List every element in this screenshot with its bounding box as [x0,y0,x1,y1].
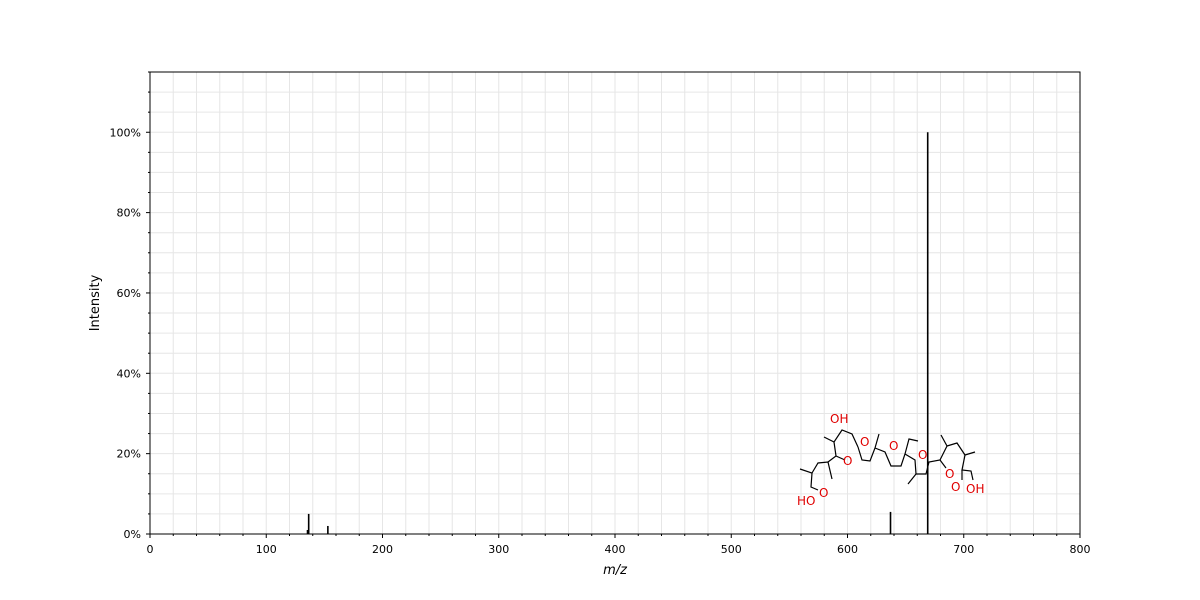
x-tick-label: 600 [837,543,858,556]
y-axis-ticks: 0% 20% 40% 60% 80% 100% [110,71,150,541]
x-tick-label: 400 [605,543,626,556]
molecule-atom-labels: OH O O O O HO O O O OH [797,412,984,508]
atom-label: O [843,454,852,468]
atom-label: O [860,435,869,449]
y-tick-label: 100% [110,126,141,139]
atom-label: O [951,480,960,494]
atom-label: O [819,486,828,500]
atom-label: OH [966,482,984,496]
x-tick-label: 200 [372,543,393,556]
atom-label: O [945,467,954,481]
x-tick-label: 500 [721,543,742,556]
x-tick-label: 0 [147,543,154,556]
atom-label: HO [797,494,815,508]
atom-label: OH [830,412,848,426]
grid [150,72,1080,534]
y-tick-label: 0% [124,528,141,541]
x-tick-label: 800 [1070,543,1091,556]
y-tick-label: 20% [117,448,141,461]
atom-label: O [889,439,898,453]
y-tick-label: 80% [117,207,141,220]
x-tick-label: 700 [953,543,974,556]
y-tick-label: 40% [117,367,141,380]
x-tick-label: 300 [488,543,509,556]
molecule-structure-icon [799,429,976,491]
y-tick-label: 60% [117,287,141,300]
atom-label: O [918,448,927,462]
y-axis-label: Intensity [88,274,103,331]
x-axis-label: m/z [603,563,628,578]
x-tick-label: 100 [256,543,277,556]
x-axis-ticks: 0 100 200 300 400 500 600 700 800 [147,534,1091,556]
